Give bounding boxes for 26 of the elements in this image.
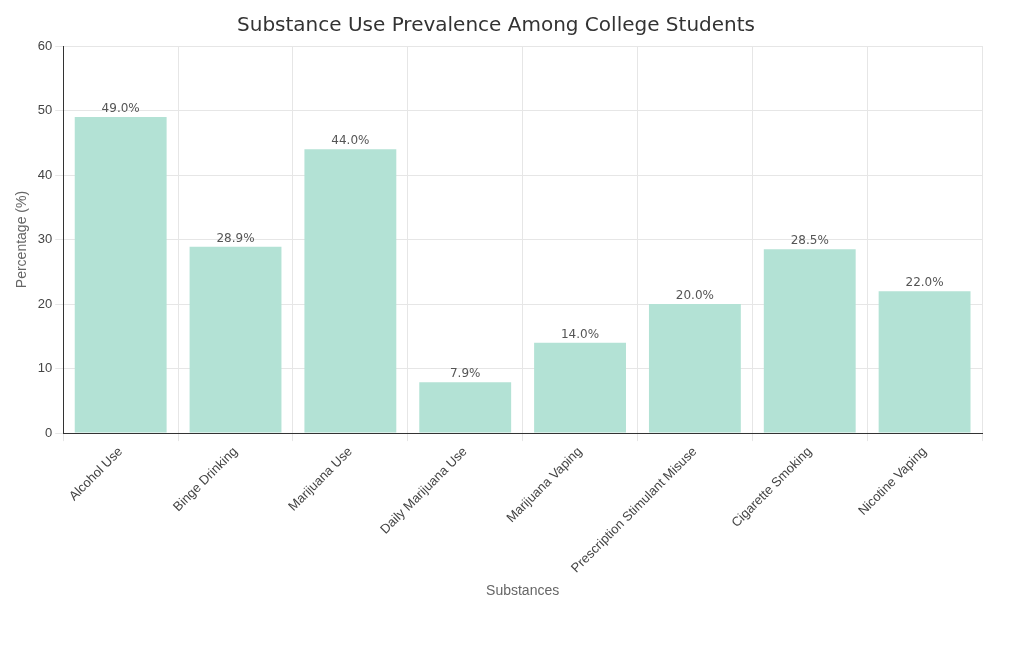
data-label: 44.0%: [331, 133, 370, 148]
bar: [74, 116, 167, 433]
data-label: 49.0%: [101, 101, 140, 116]
data-label: 28.5%: [790, 233, 829, 248]
y-tick-label: 20: [37, 295, 53, 311]
bar: [763, 249, 856, 433]
data-label: 20.0%: [675, 288, 714, 303]
y-tick-label: 60: [37, 37, 53, 53]
bar: [648, 304, 741, 433]
data-label: 28.9%: [216, 230, 255, 245]
bar: [534, 342, 626, 433]
bar: [878, 291, 971, 433]
bar: [419, 382, 512, 433]
bar: [189, 246, 282, 433]
data-label: 7.9%: [449, 366, 481, 381]
bar: [304, 149, 397, 433]
y-axis-title: Percentage (%): [13, 190, 30, 289]
x-axis-title: Substances: [486, 582, 560, 599]
data-label: 14.0%: [560, 326, 600, 341]
data-label: 22.0%: [905, 275, 944, 290]
y-tick-label: 50: [37, 102, 53, 118]
chart-title: Substance Use Prevalence Among College Students: [237, 12, 755, 37]
y-tick-label: 10: [37, 360, 53, 376]
y-tick-label: 0: [45, 424, 53, 440]
y-tick-label: 40: [37, 166, 53, 182]
y-tick-label: 30: [37, 231, 53, 247]
